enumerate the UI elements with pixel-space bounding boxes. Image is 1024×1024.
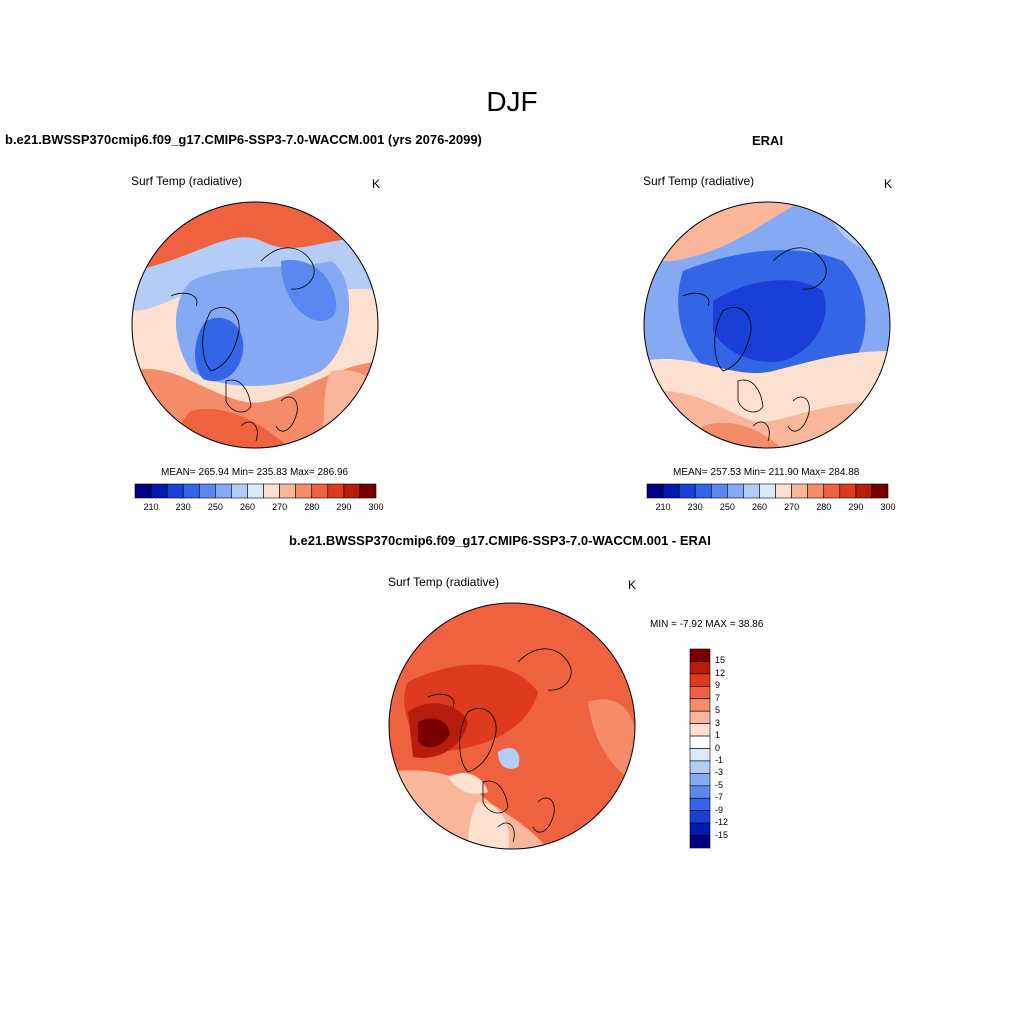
obs-colorbar-box	[662, 483, 680, 499]
diff-stats: MIN = -7.92 MAX = 38.86	[650, 619, 764, 630]
diff-polar-map	[388, 602, 636, 850]
diff-colorbar-tick-label: -12	[715, 817, 729, 828]
model-colorbar-tick-label: 260	[239, 502, 255, 512]
model-units-label: K	[372, 177, 381, 191]
obs-colorbar-box	[727, 483, 744, 499]
obs-colorbar-box	[855, 483, 873, 499]
diff-colorbar-tick-label: 1	[715, 730, 721, 741]
model-colorbar-box	[215, 483, 232, 499]
diff-colorbar-tick-label: -15	[715, 829, 729, 840]
diff-colorbar-tick-label: -3	[715, 767, 724, 778]
obs-colorbar-box	[743, 483, 760, 499]
model-variable-label: Surf Temp (radiative)	[131, 174, 243, 188]
diff-colorbar-box	[689, 810, 711, 824]
obs-colorbar-box	[646, 483, 664, 499]
obs-colorbar-box	[694, 483, 712, 499]
diff-colorbar-box	[689, 785, 711, 799]
model-colorbar-box	[359, 483, 377, 499]
obs-colorbar-tick-label: 250	[719, 502, 735, 512]
obs-colorbar-ticks: 210 230 250 260 270 280 290 300	[647, 502, 896, 514]
obs-colorbar-box	[775, 483, 792, 499]
model-colorbar-tick-label: 300	[368, 502, 384, 512]
diff-colorbar-tick-label: 0	[715, 742, 721, 753]
obs-polar-map	[643, 201, 891, 449]
obs-colorbar-tick-label: 230	[687, 502, 703, 512]
diff-colorbar-tick-label: -5	[715, 779, 724, 790]
diff-colorbar-tick-label: -9	[715, 804, 724, 815]
model-colorbar-tick-label: 210	[143, 502, 159, 512]
obs-stats: MEAN= 257.53 Min= 211.90 Max= 284.88	[673, 467, 860, 478]
diff-colorbar-ticks: 15 12 9 7 5 3 1 0 -1 -3 -5 -7 -9 -12 -15	[715, 649, 755, 848]
model-polar-map	[131, 201, 379, 449]
obs-colorbar-tick-label: 300	[880, 502, 896, 512]
model-colorbar-box	[166, 483, 184, 499]
diff-colorbar-box	[689, 723, 711, 737]
diff-colorbar-box	[689, 698, 711, 712]
diff-colorbar-box	[689, 760, 711, 774]
diff-colorbar-tick-label: 9	[715, 680, 721, 691]
obs-variable-label: Surf Temp (radiative)	[643, 174, 755, 188]
diff-variable-label: Surf Temp (radiative)	[388, 575, 500, 589]
model-colorbar-tick-label: 280	[304, 502, 320, 512]
diff-colorbar-tick-label: 15	[715, 655, 726, 666]
model-colorbar-box	[343, 483, 361, 499]
diff-colorbar-tick-label: -7	[715, 792, 724, 803]
obs-panel-title: ERAI	[752, 133, 784, 148]
diff-colorbar-box	[689, 686, 711, 700]
obs-colorbar-box	[759, 483, 776, 499]
model-colorbar-box	[134, 483, 152, 499]
season-title: DJF	[486, 86, 538, 117]
obs-colorbar-tick-label: 290	[848, 502, 864, 512]
obs-colorbar-tick-label: 210	[655, 502, 671, 512]
model-colorbar-box	[295, 483, 313, 499]
model-colorbar-box	[327, 483, 345, 499]
diff-colorbar-tick-label: -1	[715, 754, 724, 765]
model-colorbar-box	[279, 483, 296, 499]
obs-colorbar	[646, 483, 889, 499]
model-panel-title: b.e21.BWSSP370cmip6.f09_g17.CMIP6-SSP3-7…	[5, 132, 482, 147]
obs-colorbar-box	[871, 483, 889, 499]
model-colorbar-box	[247, 483, 264, 499]
diff-units-label: K	[628, 578, 637, 592]
diff-colorbar-box	[689, 710, 711, 724]
diff-colorbar-tick-label: 3	[715, 717, 721, 728]
model-colorbar-tick-label: 290	[336, 502, 352, 512]
diff-colorbar-tick-label: 7	[715, 692, 721, 703]
diff-colorbar-box	[689, 835, 711, 849]
obs-colorbar-tick-label: 260	[751, 502, 767, 512]
obs-colorbar-tick-label: 270	[784, 502, 800, 512]
diff-colorbar-box	[689, 661, 711, 675]
model-colorbar-tick-label: 230	[175, 502, 191, 512]
obs-colorbar-box	[791, 483, 808, 499]
diff-panel-title: b.e21.BWSSP370cmip6.f09_g17.CMIP6-SSP3-7…	[289, 533, 711, 548]
obs-colorbar-tick-label: 280	[816, 502, 832, 512]
obs-colorbar-box	[823, 483, 841, 499]
diff-colorbar-box	[689, 797, 711, 811]
model-stats: MEAN= 265.94 Min= 235.83 Max= 286.96	[161, 467, 349, 478]
obs-units-label: K	[884, 177, 893, 191]
diff-colorbar-box	[689, 673, 711, 687]
model-colorbar-box	[198, 483, 216, 499]
model-colorbar-ticks: 210 230 250 260 270 280 290 300	[135, 502, 384, 514]
model-colorbar-tick-label: 270	[272, 502, 288, 512]
diff-colorbar-tick-label: 12	[715, 667, 726, 678]
model-colorbar-box	[263, 483, 280, 499]
diff-colorbar-box	[689, 648, 711, 662]
diff-colorbar-box	[689, 773, 711, 787]
obs-colorbar-box	[839, 483, 857, 499]
model-colorbar-box	[311, 483, 329, 499]
obs-colorbar-box	[678, 483, 696, 499]
model-colorbar-tick-label: 250	[207, 502, 223, 512]
obs-colorbar-box	[710, 483, 728, 499]
diff-colorbar-box	[689, 822, 711, 836]
obs-colorbar-box	[807, 483, 825, 499]
model-colorbar	[134, 483, 377, 499]
diff-colorbar-box	[689, 748, 711, 762]
diff-colorbar	[689, 648, 711, 849]
diff-colorbar-box	[689, 735, 711, 749]
model-colorbar-box	[150, 483, 168, 499]
diff-colorbar-tick-label: 5	[715, 705, 721, 716]
model-colorbar-box	[231, 483, 248, 499]
model-colorbar-box	[182, 483, 200, 499]
